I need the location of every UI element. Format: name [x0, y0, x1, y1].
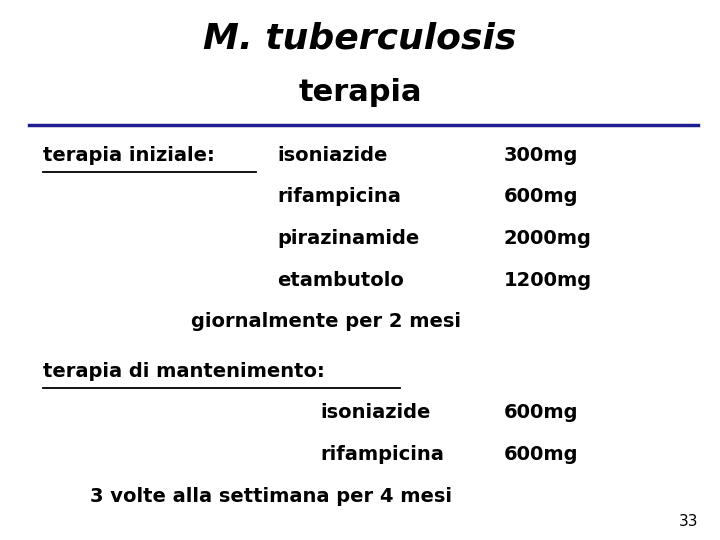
- Text: isoniazide: isoniazide: [277, 146, 387, 165]
- Text: pirazinamide: pirazinamide: [277, 229, 420, 248]
- Text: 1200mg: 1200mg: [504, 271, 592, 289]
- Text: giornalmente per 2 mesi: giornalmente per 2 mesi: [191, 312, 461, 331]
- Text: 600mg: 600mg: [504, 445, 578, 464]
- Text: M. tuberculosis: M. tuberculosis: [203, 22, 517, 56]
- Text: isoniazide: isoniazide: [320, 403, 431, 422]
- Text: terapia iniziale:: terapia iniziale:: [43, 146, 215, 165]
- Text: 600mg: 600mg: [504, 187, 578, 206]
- Text: rifampicina: rifampicina: [320, 445, 444, 464]
- Text: 33: 33: [679, 514, 698, 529]
- Text: 2000mg: 2000mg: [504, 229, 592, 248]
- Text: terapia di mantenimento:: terapia di mantenimento:: [43, 362, 325, 381]
- Text: 3 volte alla settimana per 4 mesi: 3 volte alla settimana per 4 mesi: [90, 487, 452, 505]
- Text: terapia: terapia: [298, 78, 422, 107]
- Text: etambutolo: etambutolo: [277, 271, 404, 289]
- Text: 300mg: 300mg: [504, 146, 578, 165]
- Text: 600mg: 600mg: [504, 403, 578, 422]
- Text: rifampicina: rifampicina: [277, 187, 401, 206]
